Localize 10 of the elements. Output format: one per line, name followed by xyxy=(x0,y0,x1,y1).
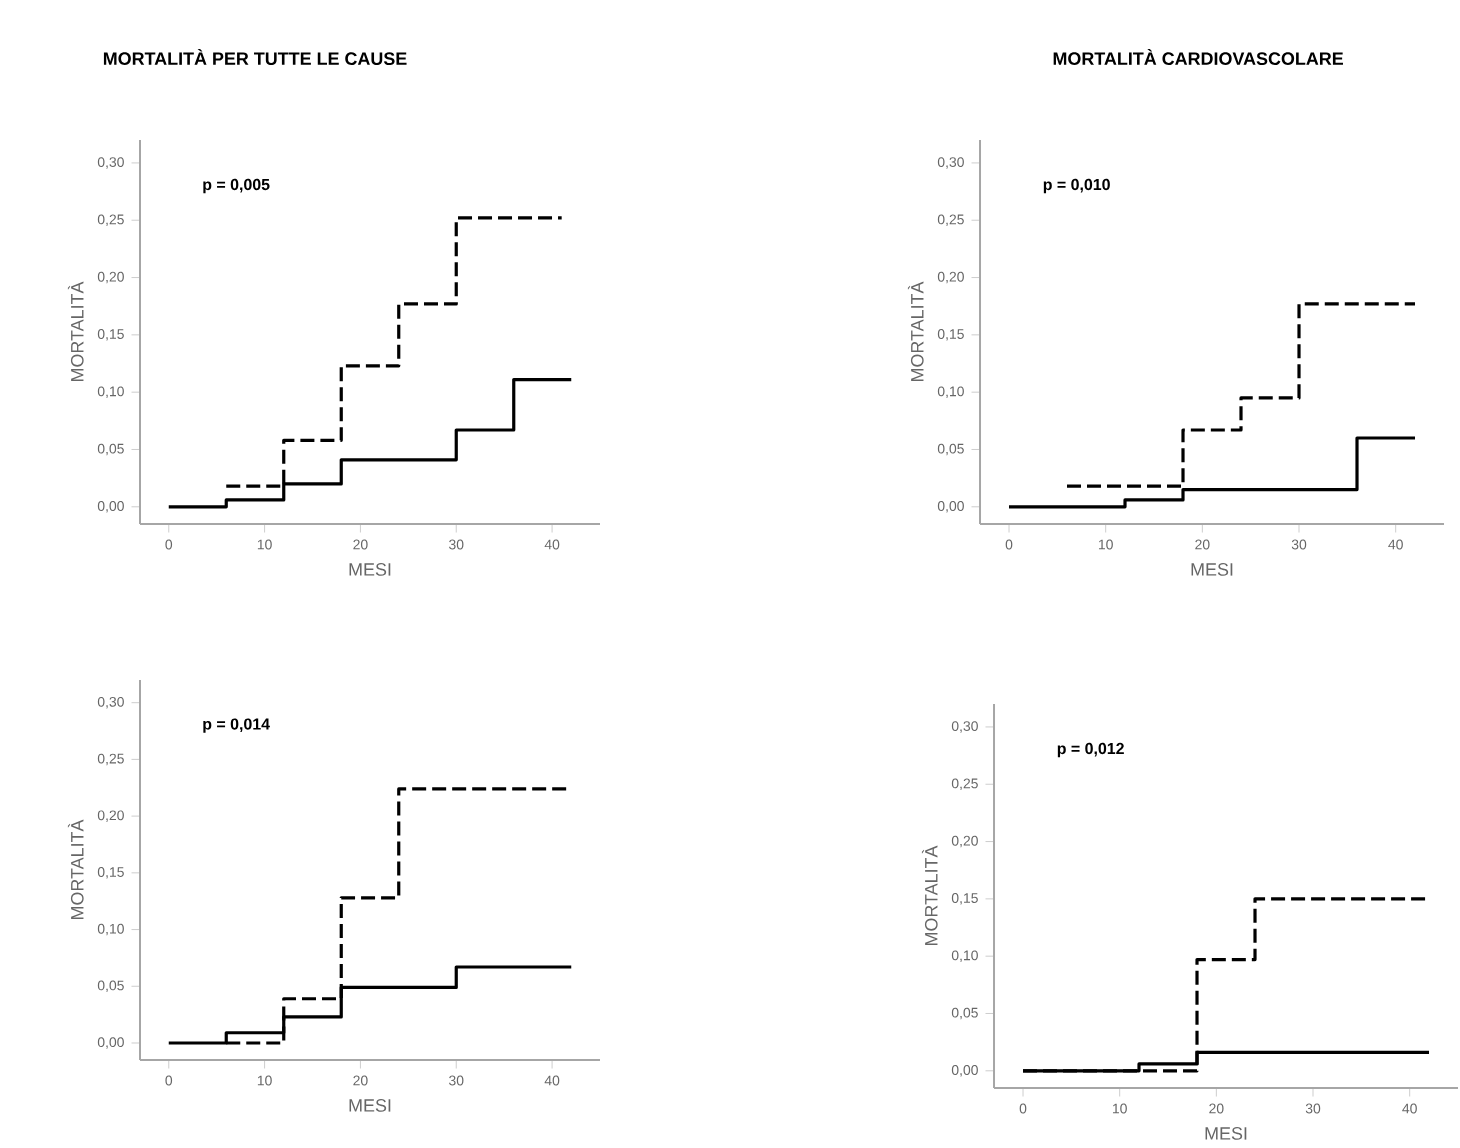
x-axis-title: MESI xyxy=(1205,1127,1247,1140)
y-axis-title: MORTALITÀ xyxy=(907,281,924,381)
chart-title: MORTALITÀ PER TUTTE LE CAUSE xyxy=(103,48,407,65)
x-axis-title: MESI xyxy=(1191,563,1233,576)
chart-title: MORTALITÀ CARDIOVASCOLARE xyxy=(1053,48,1343,65)
y-axis-title: MORTALITÀ xyxy=(67,281,84,381)
y-axis-title: MORTALITÀ xyxy=(67,819,84,920)
y-axis-title: MORTALITÀ xyxy=(921,845,938,946)
x-axis-title: MESI xyxy=(349,1099,391,1112)
x-axis-title: MESI xyxy=(349,563,391,576)
